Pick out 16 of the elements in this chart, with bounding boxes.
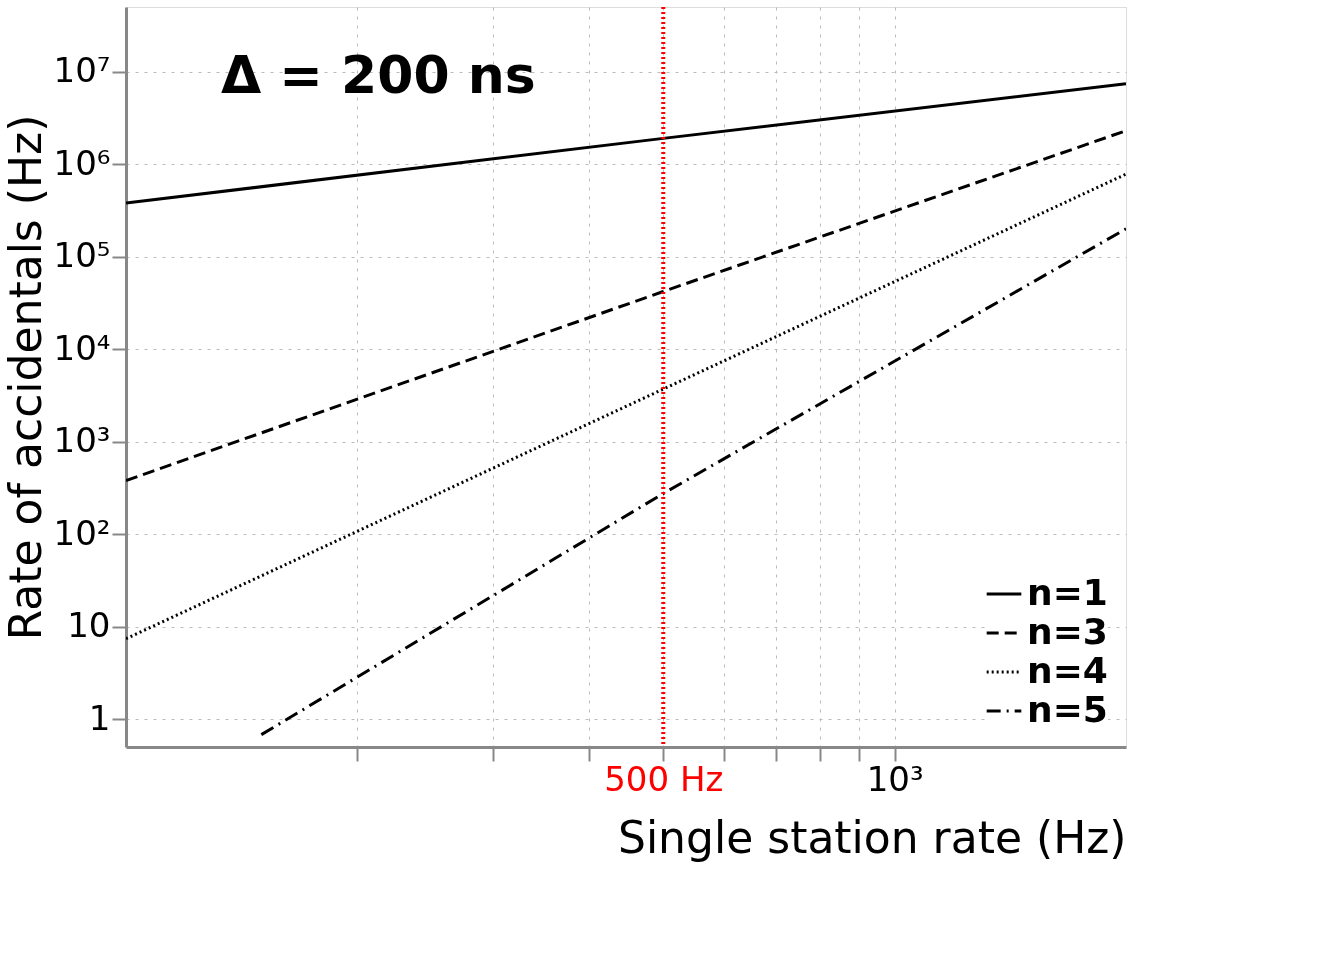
y-tick-label: 10⁶ <box>53 142 111 183</box>
y-tick-label: 10⁵ <box>53 235 111 276</box>
annotation: Δ = 200 ns <box>221 45 536 105</box>
legend-label: n=4 <box>1027 650 1108 691</box>
x-axis-title: Single station rate (Hz) <box>617 811 1127 863</box>
y-tick-label: 10⁴ <box>53 327 111 368</box>
y-tick-label: 1 <box>88 697 111 738</box>
y-tick-label: 10 <box>67 605 111 646</box>
y-tick-label: 10³ <box>53 420 111 461</box>
y-tick-label: 10⁷ <box>53 50 111 91</box>
legend-label: n=1 <box>1027 572 1108 613</box>
legend-label: n=3 <box>1027 611 1108 652</box>
legend-label: n=5 <box>1027 689 1108 730</box>
y-axis-title: Rate of accidentals (Hz) <box>0 114 51 641</box>
x-tick-label: 500 Hz <box>604 758 724 799</box>
y-tick-label: 10² <box>53 512 111 553</box>
